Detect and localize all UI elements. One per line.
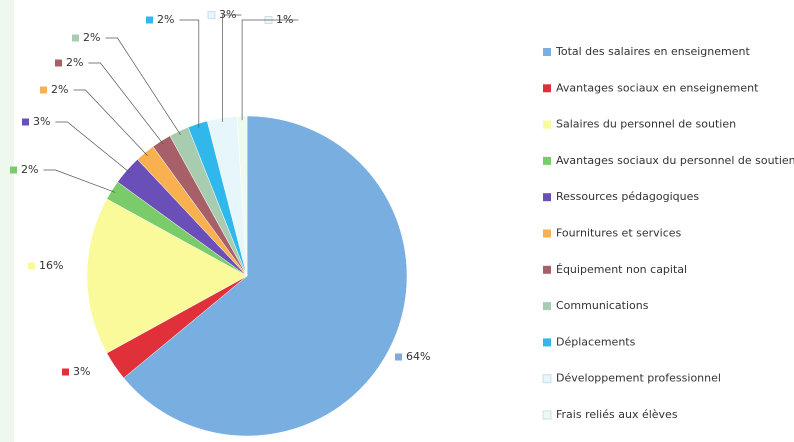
leader-line <box>73 89 148 157</box>
legend-label: Équipement non capital <box>556 263 687 276</box>
legend-label: Développement professionnel <box>556 372 721 385</box>
legend-label: Salaires du personnel de soutien <box>556 118 736 131</box>
leader-line <box>222 14 242 122</box>
value-label: 2% <box>83 31 100 44</box>
label-swatch <box>22 118 29 126</box>
legend-label: Communications <box>556 299 649 312</box>
legend-label: Déplacements <box>556 335 636 348</box>
legend-swatch <box>543 229 551 238</box>
legend-swatch <box>543 84 551 93</box>
pie-slice <box>86 198 248 354</box>
legend-label: Ressources pédagogiques <box>556 190 699 203</box>
pie-slice <box>123 115 408 437</box>
leader-line <box>105 37 181 136</box>
value-label: 2% <box>66 56 83 69</box>
leader-line <box>179 19 200 128</box>
legend-label: Avantages sociaux en enseignement <box>556 81 759 94</box>
value-label: 16% <box>39 259 63 272</box>
value-label: 1% <box>276 13 293 26</box>
value-label: 2% <box>157 13 174 26</box>
edge-strip <box>0 0 14 442</box>
leader-line <box>55 121 131 174</box>
label-swatch <box>55 59 62 67</box>
label-swatch <box>72 34 79 42</box>
legend-swatch <box>543 156 551 165</box>
value-label: 2% <box>21 163 38 176</box>
label-swatch <box>40 86 47 94</box>
legend-label: Avantages sociaux du personnel de soutie… <box>556 154 794 167</box>
legend-swatch <box>543 302 551 311</box>
label-swatch <box>207 11 216 19</box>
legend-swatch <box>542 374 552 384</box>
label-swatch <box>62 368 69 376</box>
legend-swatch <box>543 338 551 347</box>
legend-swatch <box>543 48 551 56</box>
value-label: 3% <box>73 365 90 378</box>
value-label: 3% <box>219 8 236 21</box>
label-swatch <box>10 166 17 174</box>
leader-line <box>241 19 299 121</box>
label-swatch <box>395 353 402 361</box>
legend-label: Total des salaires en enseignement <box>555 45 750 58</box>
leader-line <box>43 169 116 193</box>
legend-swatch <box>543 120 551 129</box>
legend-label: Fournitures et services <box>556 227 682 240</box>
leader-line <box>88 62 164 145</box>
legend-swatch <box>542 410 552 420</box>
label-swatch <box>146 16 153 24</box>
value-label: 2% <box>51 83 68 96</box>
legend-label: Frais reliés aux élèves <box>556 408 678 421</box>
label-swatch <box>28 262 35 270</box>
value-label: 64% <box>406 350 430 363</box>
value-label: 3% <box>33 115 50 128</box>
legend-swatch <box>543 265 551 274</box>
legend-swatch <box>543 193 551 202</box>
